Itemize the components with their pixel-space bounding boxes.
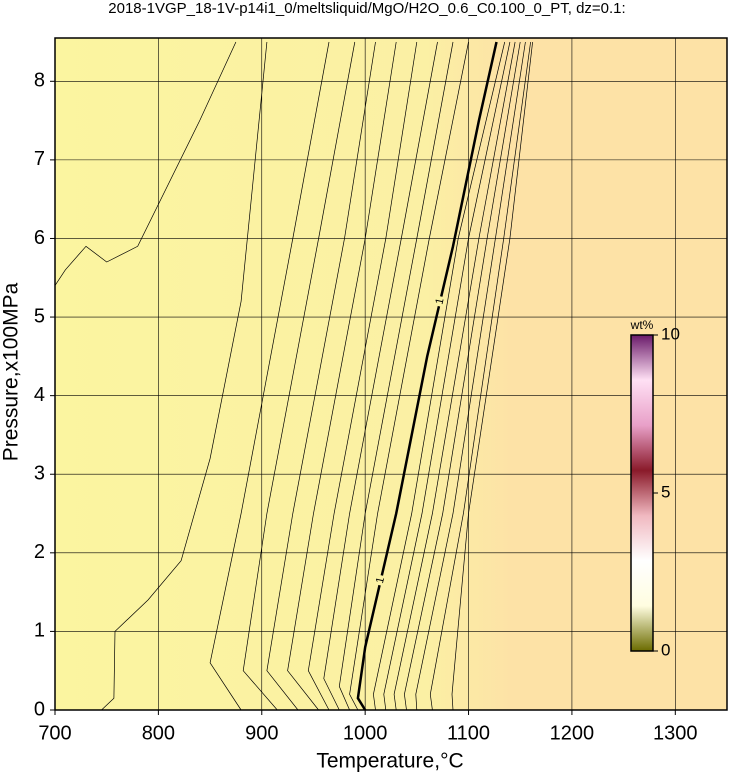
y-axis-label: Pressure,x100MPa — [0, 282, 23, 461]
colorbar-tick-label: 0 — [661, 640, 670, 659]
contour-line — [356, 41, 498, 711]
contour-line — [404, 41, 521, 711]
contour-label-bg — [373, 574, 388, 587]
x-tick-label: 900 — [245, 722, 278, 744]
y-tick-label: 4 — [34, 384, 45, 406]
plot-background — [55, 38, 727, 710]
colorbar — [630, 334, 654, 652]
contour-line — [415, 41, 526, 711]
x-axis-label: Temperature,°C — [316, 750, 463, 773]
x-tick-label: 700 — [38, 722, 71, 744]
x-tick-label: 800 — [142, 722, 175, 744]
colorbar-tick-label: 10 — [661, 324, 680, 343]
plot-frame — [54, 37, 728, 711]
x-tick-label: 1100 — [447, 722, 490, 744]
contour-line — [209, 41, 330, 711]
contour-line — [266, 41, 376, 711]
y-tick-label: 3 — [34, 463, 45, 485]
contour-label: 1 — [374, 576, 387, 585]
contour-label-bg — [433, 295, 448, 308]
x-tick-label: 1200 — [550, 722, 595, 744]
contour-line — [451, 41, 533, 711]
contour-line — [429, 41, 531, 711]
contour-line — [338, 41, 454, 711]
y-tick-label: 7 — [34, 148, 45, 170]
y-tick-label: 5 — [34, 305, 45, 327]
colorbar-tick-label: 5 — [661, 482, 670, 501]
contour-line — [287, 41, 397, 711]
x-tick-label: 1300 — [653, 722, 698, 744]
y-tick-label: 2 — [34, 541, 45, 563]
contour-line — [54, 41, 268, 711]
contour-line — [383, 41, 511, 711]
x-tick-label: 1000 — [343, 722, 388, 744]
contour-line — [393, 41, 516, 711]
contour-line — [323, 41, 438, 711]
contour-line — [373, 41, 506, 711]
y-tick-label: 6 — [34, 227, 45, 249]
y-tick-label: 0 — [34, 698, 45, 720]
contour-line — [307, 41, 418, 711]
contour-line — [349, 41, 469, 711]
y-tick-label: 8 — [34, 70, 45, 92]
chart-title: 2018-1VGP_18-1V-p14i1_0/meltsliquid/MgO/… — [108, 0, 625, 17]
contour-label: 1 — [433, 297, 446, 306]
colorbar-label: wt% — [630, 318, 654, 332]
y-tick-label: 1 — [34, 620, 45, 642]
contour-line — [242, 41, 356, 711]
